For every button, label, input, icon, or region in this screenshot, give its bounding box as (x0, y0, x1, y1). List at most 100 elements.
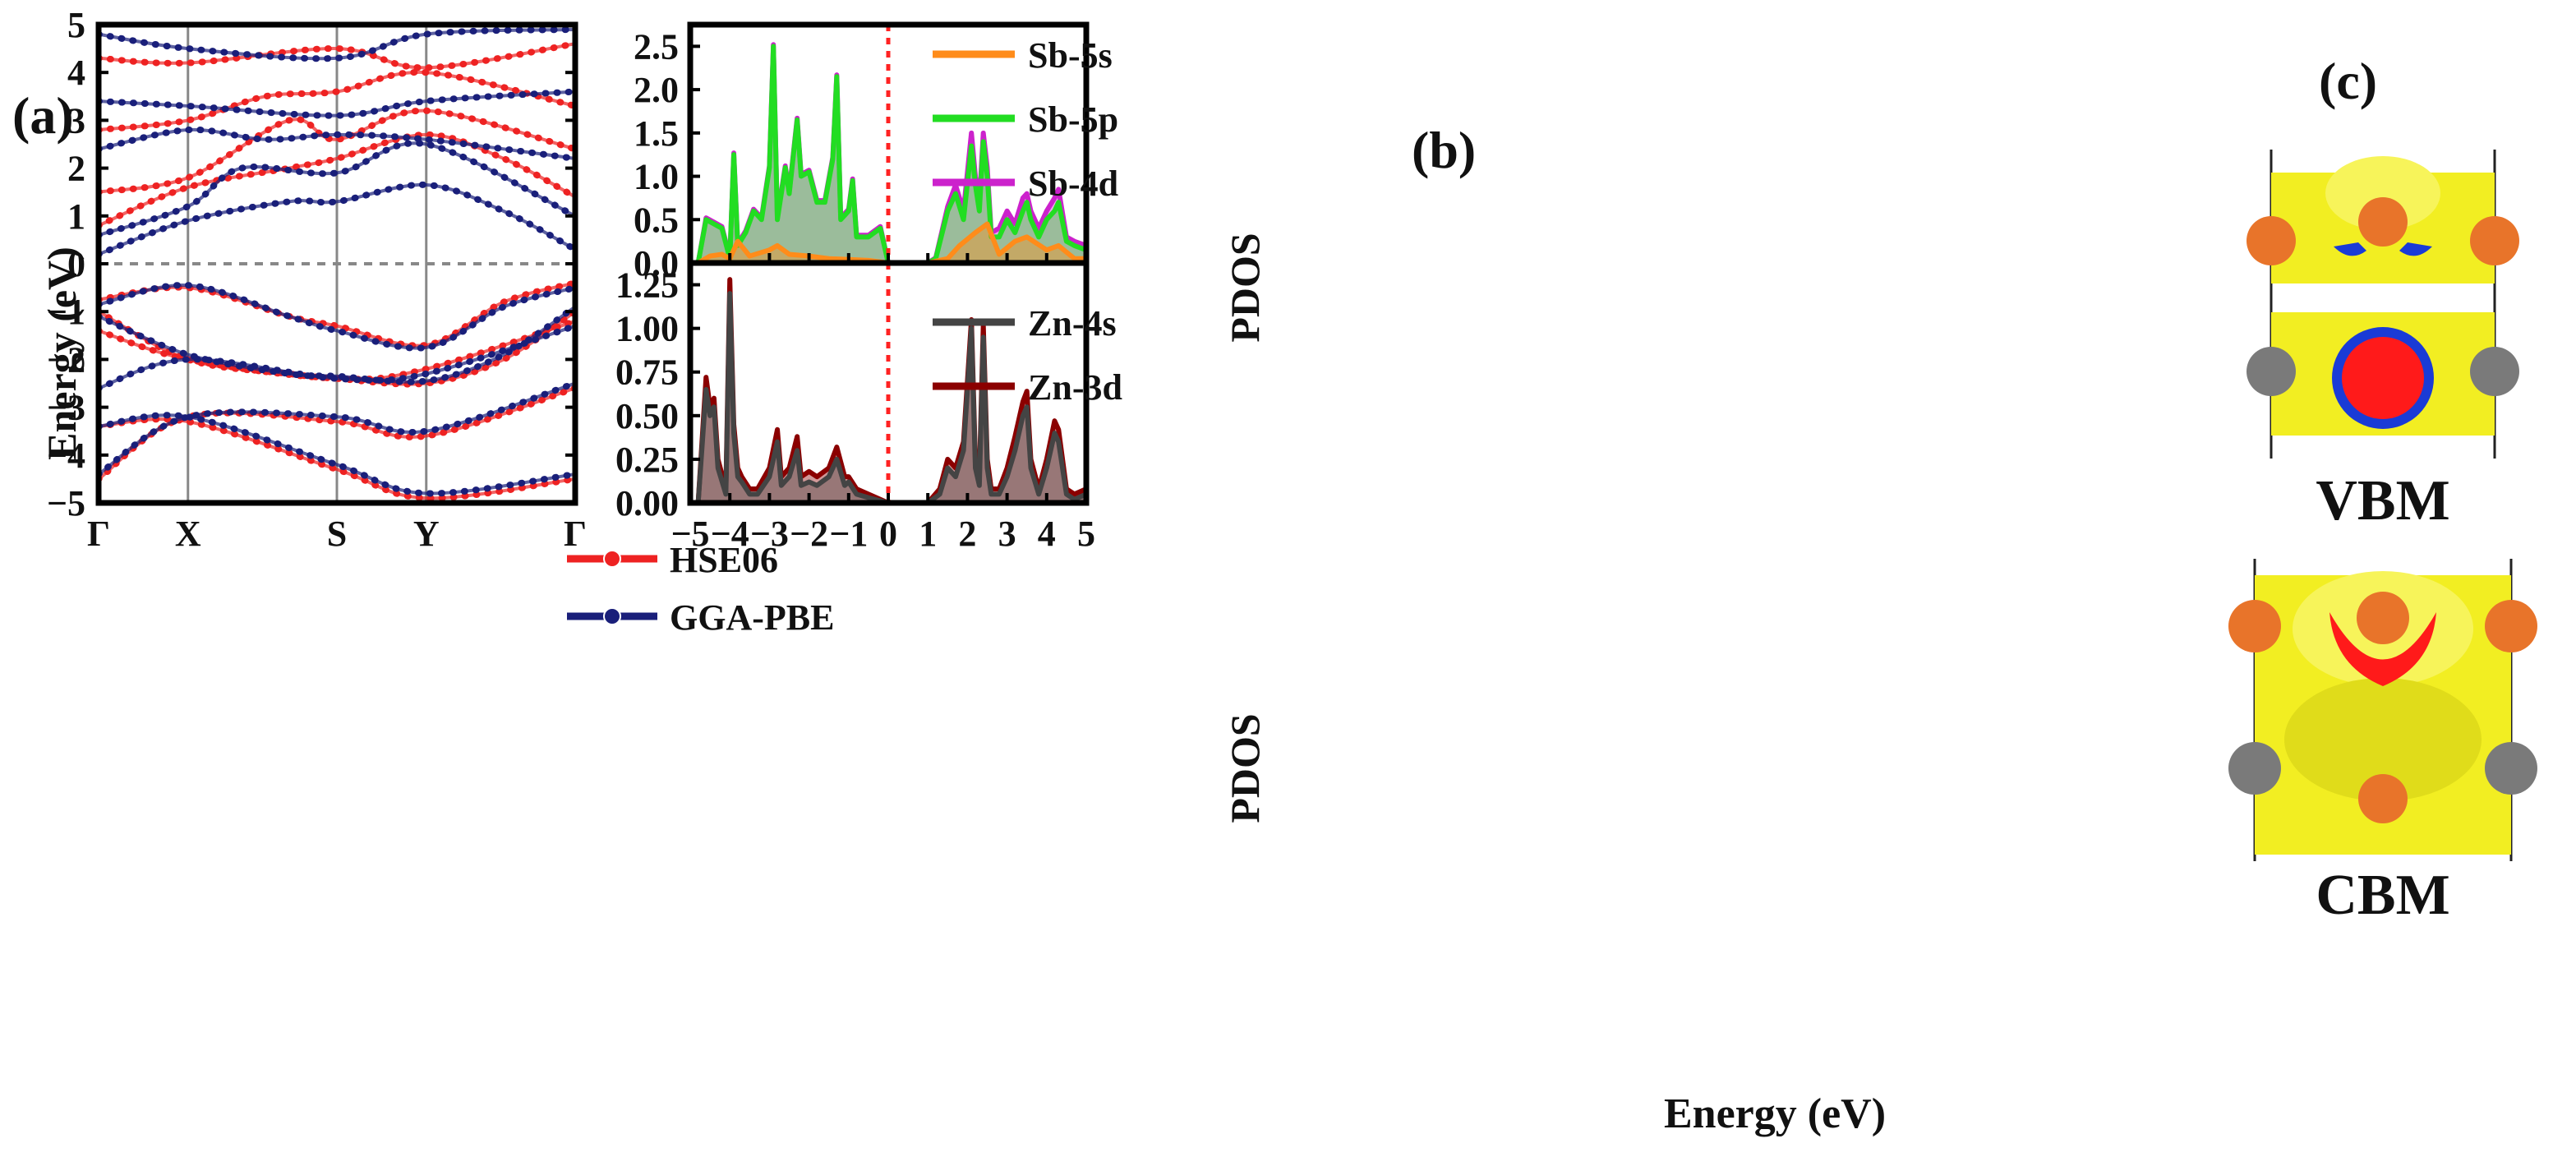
band-line-core (99, 417, 575, 500)
panel-a-ytick-label: −4 (47, 436, 85, 476)
panel-a-kpoint-label: X (175, 514, 201, 554)
band-line-core (99, 141, 575, 237)
panel-a-ytick-label: −2 (47, 339, 85, 380)
legend-gga-marker (603, 607, 621, 625)
pdos-xtick-label: −4 (711, 514, 749, 554)
cbm-zn-atom-left (2228, 742, 2281, 795)
pdos-ytick-label: 0.25 (615, 440, 679, 480)
cbm-sb-atom-center (2357, 592, 2409, 644)
panel-a-ytick-label: −5 (47, 483, 85, 523)
band-line-core (99, 90, 575, 118)
band-line-core (99, 283, 575, 350)
pdos-xtick-label: −5 (670, 514, 709, 554)
panel-a-ytick-label: 2 (67, 149, 85, 189)
panel-b-legends: Sb-5s Sb-5p Sb-4d Zn-4s Zn-3d (933, 35, 1122, 408)
pdos-ytick-label: 1.0 (634, 157, 679, 197)
pdos-ytick-label: 0.00 (615, 483, 679, 523)
legend-gga-text: GGA-PBE (670, 597, 834, 638)
cbm-sb-atom-right (2485, 600, 2537, 652)
panel-c-label: (c) (2319, 52, 2377, 110)
pdos-ytick-label: 0.75 (615, 353, 679, 393)
panel-a-yticks: 5 4 3 2 1 0 −1 −2 −3 −4 −5 (47, 5, 575, 523)
pdos-ytick-label: 2.5 (634, 26, 679, 67)
vbm-sb-atom-left (2247, 216, 2296, 265)
panel-b-bottom-plot: 0.000.250.500.751.001.25 −5 −4 −3 −2 −1 0 1 2 3 4 5 (615, 260, 1095, 554)
pdos-legend-label: Sb-4d (1028, 164, 1118, 204)
pdos-xtick-label: 2 (958, 514, 976, 554)
panel-a-kpoint-label: S (327, 514, 347, 554)
panel-a-kpoint-label: Γ (87, 514, 110, 554)
band-line-core (99, 132, 575, 228)
panel-a-plot-area (95, 21, 578, 506)
cbm-sb-atom-bottom (2358, 774, 2408, 823)
panel-b-label: (b) (1412, 121, 1476, 179)
panel-a-ytick-label: −3 (47, 388, 85, 428)
pdos-xtick-label: 4 (1038, 514, 1056, 554)
pdos-xtick-label: 0 (879, 514, 897, 554)
pdos-xtick-label: −1 (829, 514, 868, 554)
pdos-xtick-label: 5 (1077, 514, 1095, 554)
band-line-core (99, 42, 575, 70)
panel-a-label: (a) (12, 86, 74, 145)
panel-a-ytick-label: 1 (67, 196, 85, 237)
pdos-xtick-label: 1 (919, 514, 937, 554)
pdos-ytick-label: 0.0 (634, 243, 679, 283)
pdos-area-zn-4s (698, 293, 1086, 503)
pdos-line-sb-5p (695, 44, 1088, 265)
vbm-zn-atom-left (2247, 347, 2296, 396)
cbm-zn-atom-right (2485, 742, 2537, 795)
vbm-red-center (2342, 337, 2424, 419)
vbm-blue-region-left (2334, 242, 2366, 256)
pdos-ytick-label: 1.25 (615, 265, 679, 306)
pdos-area-sb-5p (698, 46, 1086, 263)
cbm-red-region (2329, 612, 2436, 686)
band-line-core (99, 27, 575, 61)
pdos-legend-label: Sb-5p (1028, 99, 1118, 140)
legend-hse06-text: HSE06 (670, 540, 778, 580)
vbm-blue-region-right (2399, 242, 2432, 256)
pdos-legend-label: Sb-5s (1028, 35, 1113, 76)
panel-a-ytick-label: 5 (67, 5, 85, 45)
cbm-lower-lobe (2284, 678, 2482, 801)
cbm-sb-atom-left (2228, 600, 2281, 652)
panel-a-ytick-label: −1 (47, 292, 85, 332)
panel-a-ytick-label: 0 (67, 244, 85, 284)
pdos-ytick-label: 2.0 (634, 70, 679, 110)
pdos-ytick-label: 0.5 (634, 200, 679, 240)
panel-a-ylabel: Energy (eV) (39, 247, 85, 460)
legend-hse06-marker (603, 550, 621, 568)
vbm-label: VBM (2316, 469, 2449, 532)
band-line-core (99, 70, 575, 132)
vbm-sb-atom-right (2470, 216, 2519, 265)
band-line-core (99, 324, 575, 390)
band-line-core (99, 413, 575, 496)
band-line-core (99, 108, 575, 194)
panel-a-kpoint-label: Γ (564, 514, 587, 554)
pdos-ytick-label: 1.00 (615, 309, 679, 349)
pdos-legend-label: Zn-4s (1028, 303, 1117, 343)
pdos-xtick-label: 3 (998, 514, 1016, 554)
panel-a-kpoint-label: Y (413, 514, 440, 554)
pdos-line-zn-4s (695, 291, 1088, 505)
pdos-xtick-label: −3 (750, 514, 789, 554)
band-line-core (99, 182, 575, 256)
vbm-zn-atom-right (2470, 347, 2519, 396)
cbm-label: CBM (2316, 864, 2449, 927)
band-line-core (99, 127, 575, 160)
vbm-sb-atom-center (2358, 197, 2408, 247)
panel-a-bands (99, 25, 575, 502)
vbm-upper-lobe (2325, 156, 2440, 230)
panel-b-pdos: (b) PDOS PDOS Energy (eV) 0.00.51.01.52.… (615, 21, 1886, 1137)
pdos-ytick-label: 0.50 (615, 396, 679, 436)
panel-b-bottom-ylabel: PDOS (1222, 713, 1268, 823)
panel-b-top-ylabel: PDOS (1222, 233, 1268, 342)
panel-a-legend: HSE06 GGA-PBE (567, 540, 834, 638)
panel-b-top-plot: 0.00.51.01.52.02.5 (634, 21, 1090, 283)
panel-a-ytick-label: 3 (67, 100, 85, 141)
cbm-isosurface-image (2228, 559, 2537, 861)
vbm-isosurface-image (2247, 150, 2519, 459)
pdos-ytick-label: 1.5 (634, 113, 679, 154)
